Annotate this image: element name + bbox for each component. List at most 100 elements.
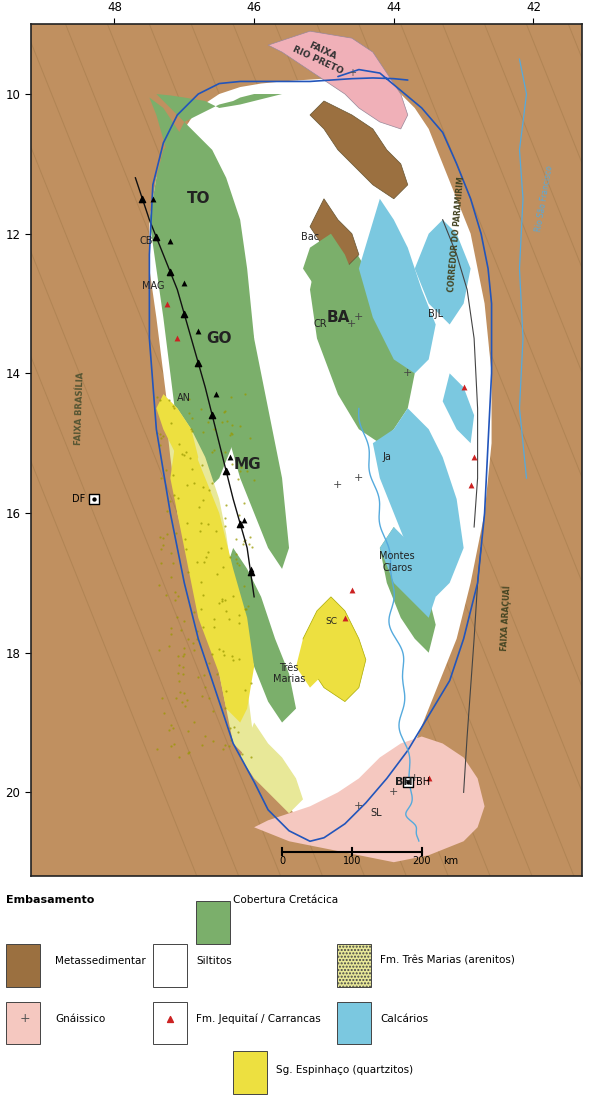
Text: AN: AN [177,393,191,403]
Text: Siltitos: Siltitos [196,956,232,966]
Point [235,515,245,533]
Bar [337,944,371,987]
Point [166,232,175,249]
Text: FAIXA BRASÍLIA: FAIXA BRASÍLIA [74,371,85,445]
Text: +: + [347,320,357,329]
Text: Fm. Jequitaí / Carrancas: Fm. Jequitaí / Carrancas [196,1013,321,1024]
Bar [196,901,230,944]
Text: +: + [333,480,343,490]
Text: BA: BA [326,310,349,325]
Text: TO: TO [186,191,210,206]
Point [137,190,147,208]
Text: Montes
Claros: Montes Claros [379,551,415,573]
Point [340,609,350,627]
Text: BJL: BJL [428,309,443,320]
Polygon shape [310,220,415,444]
Text: +: + [354,313,364,323]
Polygon shape [163,394,254,758]
Text: GO: GO [207,330,232,346]
Point [193,354,203,371]
Polygon shape [303,597,366,702]
Point [403,773,413,791]
Polygon shape [310,199,359,269]
Point [211,385,221,403]
Point [246,563,256,581]
Bar [233,1051,267,1094]
Text: Rio São Francisco: Rio São Francisco [534,165,554,233]
Text: 200: 200 [413,856,431,866]
Text: CR: CR [314,320,327,329]
Point [246,560,256,578]
Text: CB: CB [139,236,153,246]
Polygon shape [150,74,492,841]
Point [166,264,175,281]
Text: +: + [19,1012,30,1026]
Text: FAIXA ARAÇUAÍ: FAIXA ARAÇUAÍ [498,585,512,651]
Polygon shape [443,373,474,444]
Polygon shape [254,737,485,862]
Point [193,323,203,340]
Text: MG: MG [234,457,261,472]
Text: Bac: Bac [301,232,319,243]
Text: SC: SC [325,617,337,626]
Point [89,491,99,508]
Bar [153,944,187,987]
Bar [337,1001,371,1044]
Text: km: km [443,856,458,866]
Point [347,581,357,598]
Point [89,491,99,508]
Point [162,294,172,312]
Point [172,329,182,347]
Text: BH: BH [395,777,413,787]
Text: DF: DF [72,494,85,504]
Text: 100: 100 [343,856,361,866]
Text: +: + [403,368,413,379]
Text: Calcários: Calcários [380,1013,428,1023]
Point [148,190,158,208]
Point [180,305,189,323]
Text: FAIXA
RIO PRETO: FAIXA RIO PRETO [292,35,349,76]
Text: Cobertura Cretácica: Cobertura Cretácica [233,895,338,905]
Text: Gnáissico: Gnáissico [55,1013,105,1023]
Polygon shape [359,199,436,373]
Polygon shape [170,429,254,722]
Polygon shape [380,527,436,652]
Point [221,462,231,480]
Text: Sg. Espinhaço (quartzitos): Sg. Espinhaço (quartzitos) [276,1065,413,1075]
Point [238,512,248,529]
Polygon shape [156,394,198,478]
Point [466,477,476,494]
Text: Ja: Ja [383,452,391,462]
Text: MAG: MAG [142,281,164,291]
Polygon shape [373,408,463,597]
Polygon shape [310,101,408,199]
Point [151,228,161,246]
Text: Fm. Três Marias (arenitos): Fm. Três Marias (arenitos) [380,956,515,966]
Polygon shape [415,220,471,325]
Polygon shape [296,639,324,687]
Point [459,379,468,396]
Polygon shape [240,722,303,814]
Bar [6,944,40,987]
Polygon shape [380,527,436,618]
Point [424,770,433,787]
Text: Metassedimentar: Metassedimentar [55,956,146,966]
Bar [6,1001,40,1044]
Point [207,406,217,424]
Polygon shape [226,548,296,722]
Polygon shape [303,234,373,338]
Text: Embasamento: Embasamento [6,895,94,905]
Point [403,773,413,791]
Text: BH: BH [416,777,430,787]
Polygon shape [150,94,282,500]
Point [180,273,189,291]
Polygon shape [268,31,408,128]
Text: 0: 0 [279,856,285,866]
Text: +: + [348,68,356,78]
Text: +: + [354,473,364,483]
Bar [153,1001,187,1044]
Text: +: + [389,787,398,797]
Text: SL: SL [370,808,382,818]
Point [469,448,479,466]
Text: CORREDOR DO PARAMIRIM: CORREDOR DO PARAMIRIM [447,176,466,292]
